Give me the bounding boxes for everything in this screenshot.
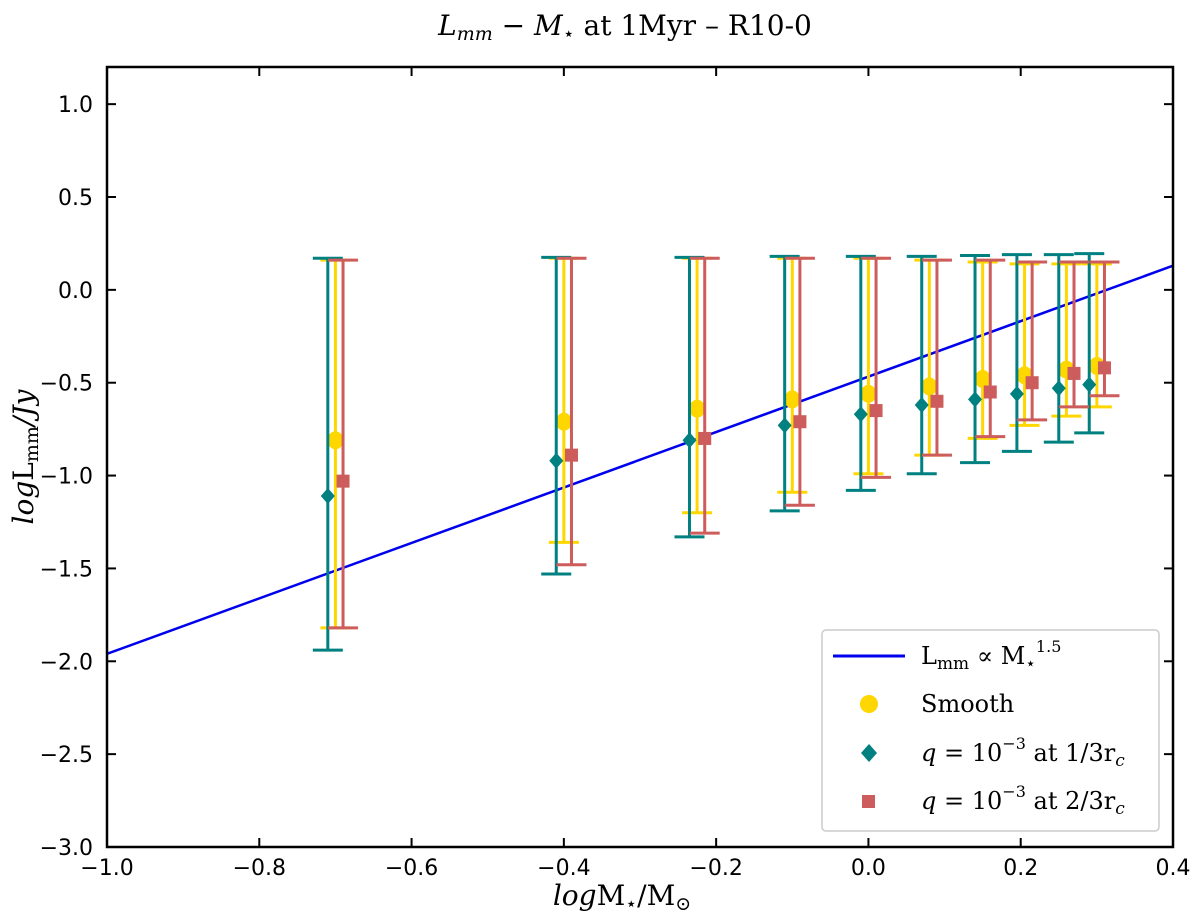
data-point-q-two-thirds: [1097, 361, 1111, 375]
series-diamond: [312, 252, 1105, 652]
data-point-q-two-thirds: [793, 415, 807, 429]
data-point-q-one-third: [968, 391, 983, 408]
data-point-q-two-thirds: [698, 431, 712, 445]
y-tick-label: 1.0: [58, 93, 93, 118]
data-point-q-one-third: [777, 417, 792, 434]
legend-label-q-two-thirds: q = 10−3 at 2/3rc: [921, 782, 1125, 819]
data-point-smooth: [974, 370, 991, 388]
data-point-smooth: [555, 412, 572, 431]
x-tick-label: 0.4: [1156, 856, 1191, 881]
y-axis-label: logLmm/Jy: [7, 388, 43, 524]
legend-diamond-marker: [861, 744, 877, 762]
data-point-q-two-thirds: [564, 448, 578, 462]
x-tick-label: −0.2: [689, 856, 742, 881]
y-tick-label: −2.0: [40, 650, 93, 675]
y-tick-label: −1.0: [40, 465, 93, 490]
legend-label-q-one-third: q = 10−3 at 1/3rc: [921, 734, 1125, 771]
y-tick-label: −1.5: [40, 557, 93, 582]
x-tick-label: −0.4: [537, 856, 590, 881]
plot-frame: [105, 65, 1175, 849]
data-point-smooth: [689, 399, 706, 418]
data-point-smooth: [921, 377, 938, 396]
legend-square-marker: [862, 795, 875, 808]
data-point-q-one-third: [682, 432, 697, 449]
data-point-q-two-thirds: [983, 385, 997, 399]
data-point-q-one-third: [320, 488, 335, 504]
legend-circle-marker: [860, 695, 878, 713]
data-point-smooth: [860, 384, 877, 403]
legend-box: [821, 629, 1160, 832]
data-point-q-one-third: [1082, 376, 1097, 393]
y-tick-label: −3.0: [40, 836, 93, 861]
x-tick-label: −0.8: [233, 856, 286, 881]
x-tick-label: 0.0: [851, 856, 886, 881]
series-circle: [320, 256, 1112, 630]
data-point-q-one-third: [1051, 380, 1066, 397]
series-square: [328, 256, 1120, 630]
y-tick-label: 0.5: [58, 186, 93, 211]
data-point-q-one-third: [1009, 385, 1024, 402]
legend-label-smooth: Smooth: [921, 690, 1014, 718]
data-point-q-two-thirds: [1067, 366, 1081, 380]
x-tick-label: −1.0: [80, 856, 133, 881]
data-point-q-one-third: [914, 397, 929, 413]
x-tick-label: −0.6: [385, 856, 438, 881]
tick-layer: −1.0 −0.8 −0.6 −0.4 −0.2 0.0 0.2 0.4 1.0 0.5 0.0 −0…: [40, 67, 1191, 881]
data-point-smooth: [784, 390, 801, 409]
data-point-q-two-thirds: [869, 404, 883, 418]
data-point-smooth: [327, 431, 344, 450]
x-axis-label: logM⋆/M⊙: [553, 879, 691, 915]
y-tick-label: −0.5: [40, 372, 93, 397]
data-point-q-one-third: [853, 406, 868, 423]
data-point-q-one-third: [549, 452, 564, 469]
y-tick-label: 0.0: [58, 279, 93, 304]
legend: Lmm ∝ M⋆1.5 Smooth q = 10−3 at 1/3rc q =…: [821, 629, 1160, 832]
chart-title: Lmm − M⋆ at 1Myr – R10-0: [437, 9, 812, 45]
x-tick-label: 0.2: [1003, 856, 1038, 881]
data-point-q-two-thirds: [336, 474, 350, 488]
data-point-q-two-thirds: [930, 394, 944, 408]
fit-line: [107, 264, 1173, 656]
data-point-q-two-thirds: [1025, 376, 1039, 390]
legend-label-fit: Lmm ∝ M⋆1.5: [921, 637, 1061, 674]
y-tick-label: −2.5: [40, 743, 93, 768]
plot-layer: [107, 252, 1173, 656]
